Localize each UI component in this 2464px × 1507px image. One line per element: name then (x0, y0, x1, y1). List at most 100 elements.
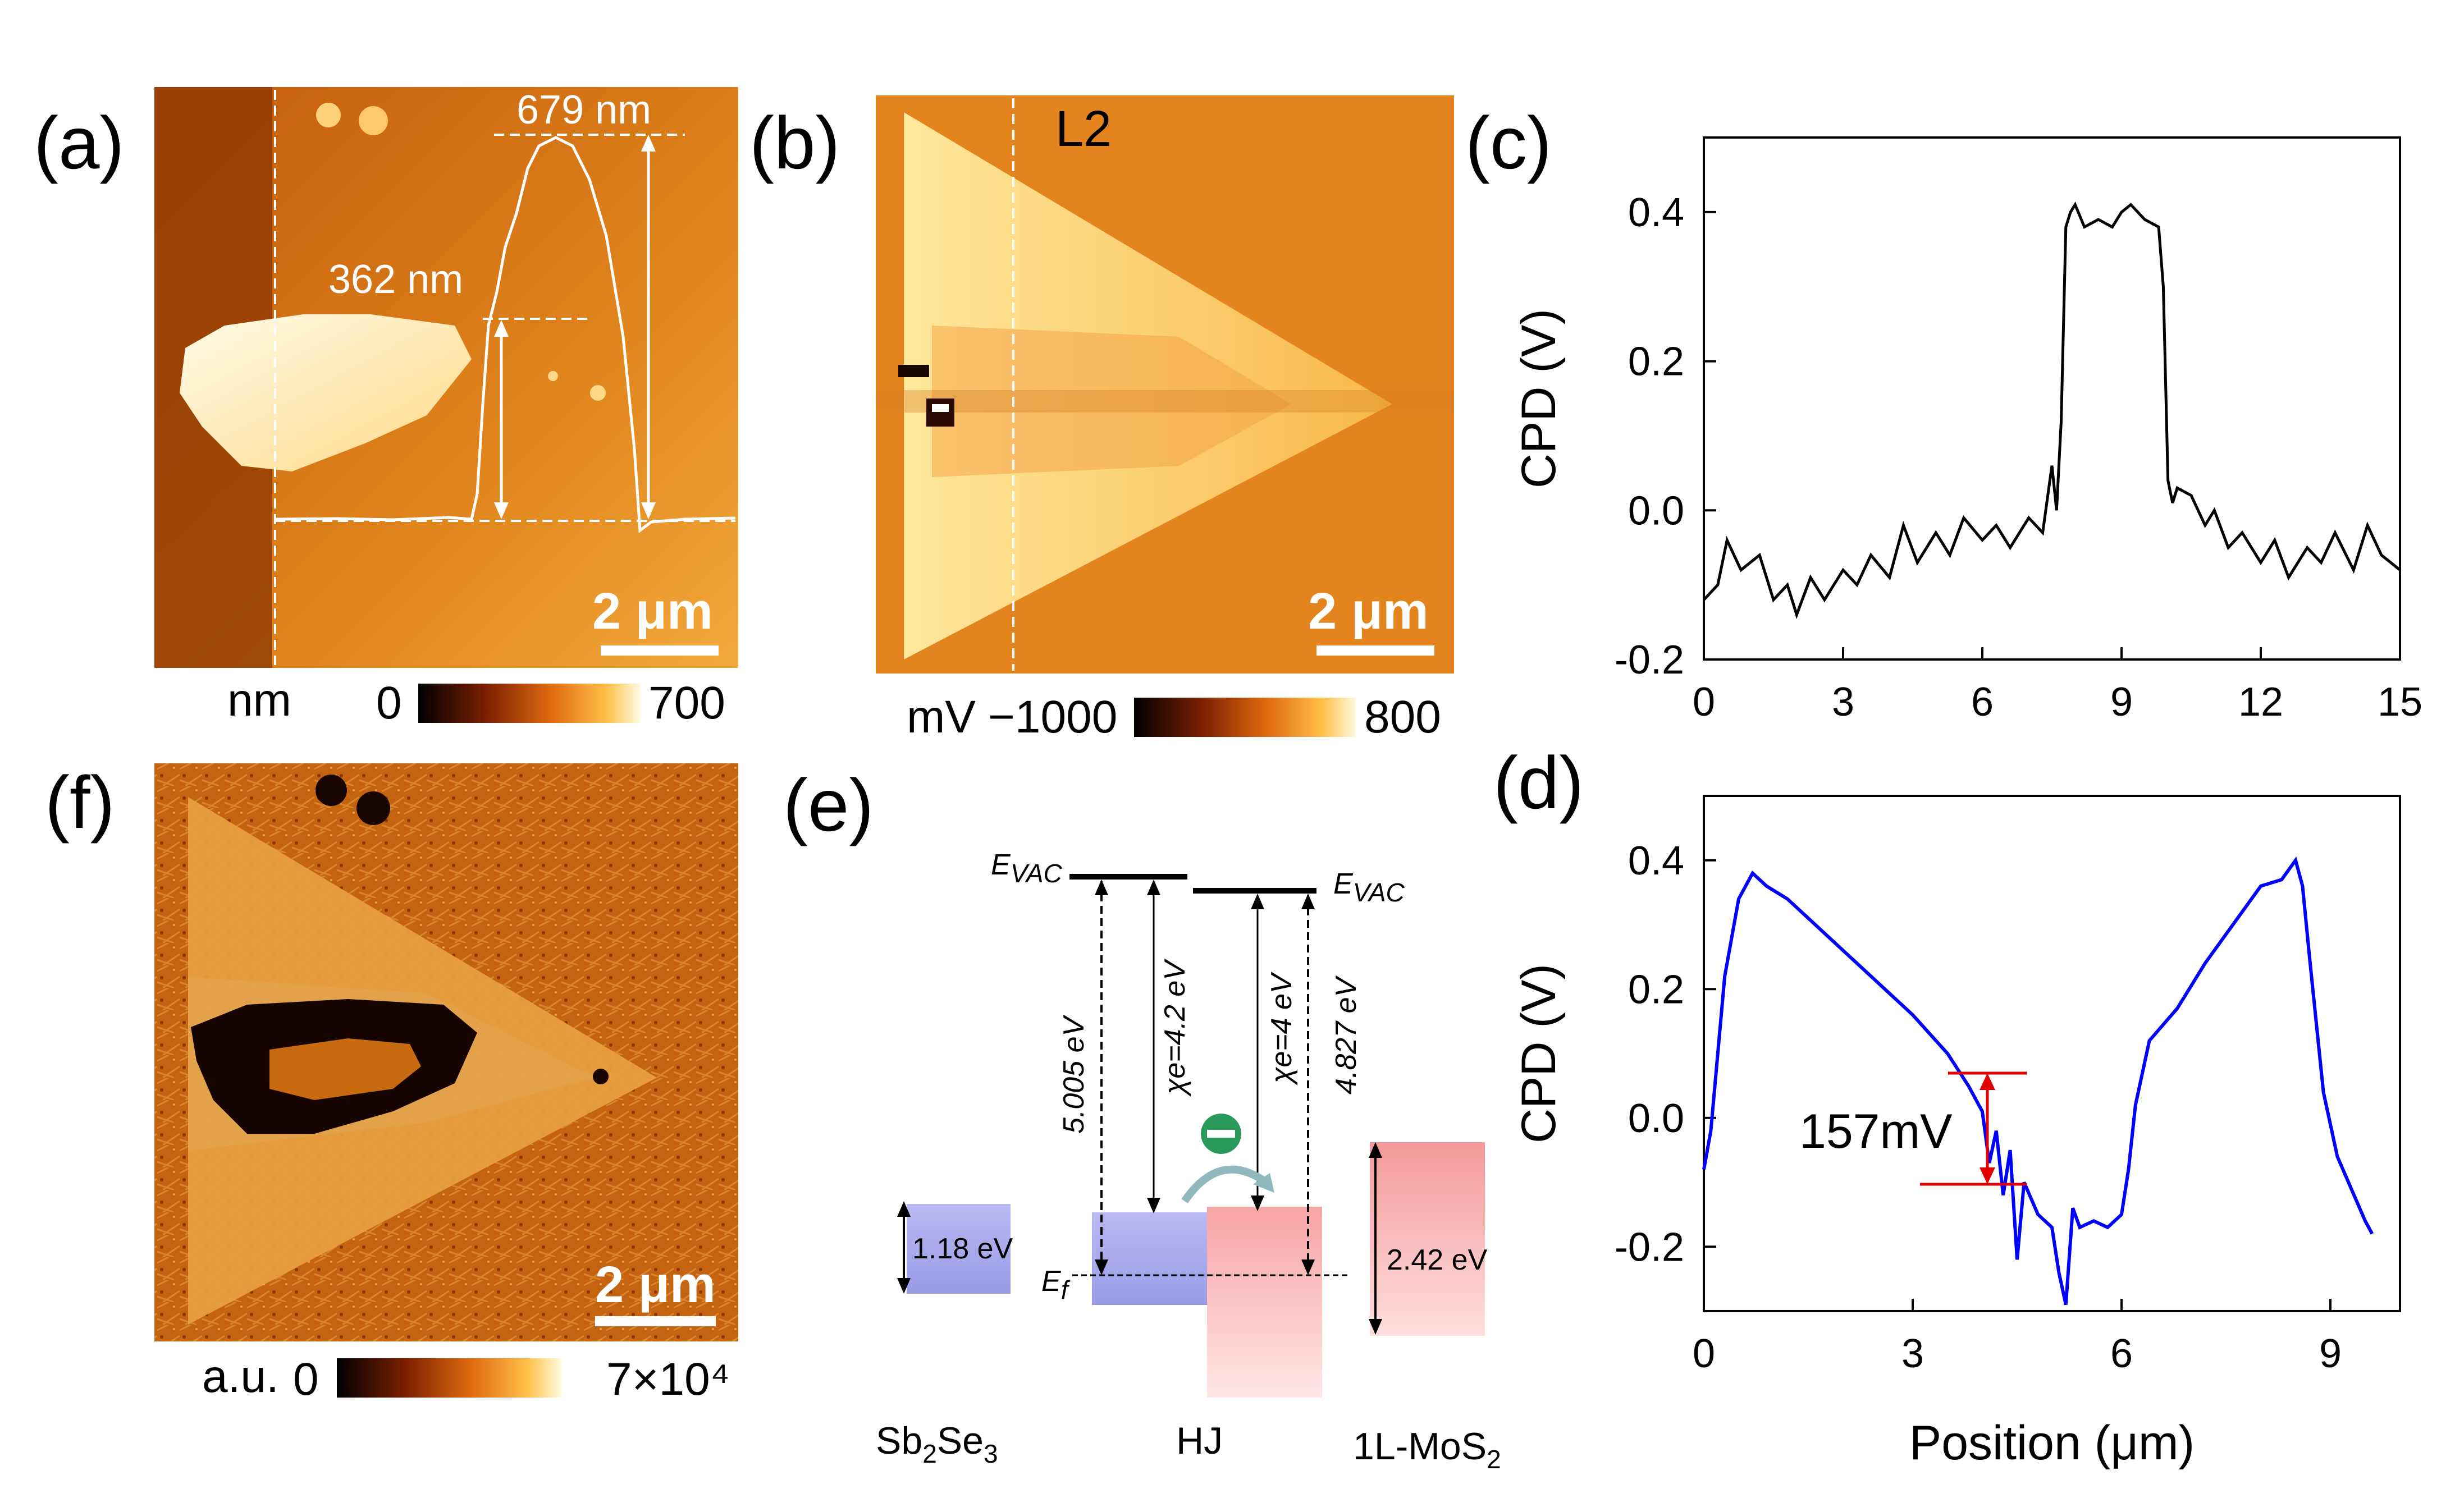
x-axis-title: Position (μm) (1909, 1416, 2195, 1470)
panel-a-label: (a) (34, 102, 124, 184)
colorbar (1134, 698, 1356, 737)
chi-label-right: χe=4 eV (1265, 972, 1298, 1085)
y-tick-label: 0.4 (1628, 839, 1684, 883)
material-label-mid: HJ (1176, 1419, 1223, 1462)
plot-frame (1703, 795, 2401, 1312)
x-ticks: 0 3 6 9 12 15 (1693, 647, 2422, 725)
particle (590, 385, 606, 401)
arrow-head (1095, 1259, 1108, 1275)
arrow-head (1980, 1073, 1995, 1090)
colorbar-max: 800 (1364, 691, 1441, 743)
gap-label-left: 1.18 eV (912, 1233, 1013, 1265)
y-tick-label: 0.2 (1628, 967, 1684, 1012)
particle (316, 103, 341, 127)
fermi-label: Ef (1041, 1265, 1071, 1304)
transfer-arrow (1181, 1165, 1272, 1203)
annotation-157mV: 157mV (1799, 1105, 1953, 1158)
chi-label-left: χe=4.2 eV (1159, 959, 1191, 1097)
scan-artifact (876, 390, 1454, 413)
x-tick-label: 6 (1971, 680, 1994, 725)
plot-frame (1703, 136, 2401, 661)
particle (593, 1069, 609, 1084)
scale-bar-label: 2 μm (595, 1256, 716, 1313)
arrow-head (1095, 880, 1108, 895)
panel-e: (e) EVAC EVAC 1.18 eV 2.42 eV Ef (783, 764, 1501, 1474)
line-label-L2: L2 (1055, 101, 1112, 157)
panel-f-label: (f) (45, 761, 115, 844)
hj-sb2se3-band (1092, 1212, 1207, 1305)
y-tick-label: -0.2 (1615, 1225, 1684, 1270)
height-label-362: 362 nm (328, 257, 463, 302)
particle (356, 791, 390, 825)
minus-sign (1207, 1130, 1235, 1138)
material-label-right: 1L-MoS2 (1353, 1425, 1501, 1474)
artifact-dark (898, 365, 929, 377)
colorbar-unit: mV (907, 691, 976, 743)
particle (359, 106, 388, 135)
panel-c-label: (c) (1465, 102, 1552, 184)
y-tick-label: 0.0 (1628, 1096, 1684, 1141)
cpd-line (1702, 856, 2374, 1306)
panel-f: (f) 2 μm a.u. 0 7×10⁴ (45, 761, 738, 1405)
y-axis-title: CPD (V) (1512, 964, 1566, 1143)
colorbar-unit: nm (227, 675, 291, 726)
panel-d-label: (d) (1493, 741, 1584, 824)
panel-b-label: (b) (749, 102, 840, 184)
arrow-head (897, 1201, 911, 1217)
panel-e-label: (e) (783, 764, 874, 846)
chart-d: (d) CPD (V) Position (μm) -0.20.00.20.4 … (1493, 741, 2401, 1470)
y-tick-label: 0.0 (1628, 488, 1684, 533)
x-tick-label: 3 (1832, 680, 1854, 725)
gap-label-right: 2.42 eV (1387, 1244, 1488, 1276)
x-tick-label: 12 (2238, 680, 2283, 725)
arrow-head (1251, 894, 1264, 909)
arrow-head (1369, 1142, 1382, 1158)
sb2se3-band (907, 1204, 1011, 1294)
arrow-head (494, 320, 509, 337)
arrow-head (1301, 894, 1315, 909)
artifact-dark (926, 398, 954, 427)
arrow-head (1253, 1173, 1274, 1193)
mos2-band (1370, 1142, 1485, 1336)
x-ticks: 0 3 6 9 (1693, 1299, 2342, 1376)
arrow-head (641, 502, 656, 519)
scale-bar-label: 2 μm (592, 583, 713, 640)
arrow-head (1980, 1167, 1995, 1184)
flake-core (269, 1038, 421, 1100)
scale-bar (601, 645, 719, 656)
arrow-head (1369, 1319, 1382, 1335)
colorbar-max: 7×10⁴ (606, 1354, 730, 1405)
overlap-region (932, 326, 1291, 477)
colorbar (337, 1358, 561, 1398)
colorbar-min: −1000 (988, 691, 1117, 743)
hj-mos2-band (1207, 1207, 1322, 1398)
x-tick-label: 3 (1901, 1331, 1924, 1376)
arrow-head (494, 502, 509, 519)
x-tick-label: 0 (1693, 680, 1715, 725)
x-tick-label: 15 (2378, 680, 2422, 725)
x-tick-label: 0 (1693, 1331, 1715, 1376)
panel-b: (b) L2 2 μm mV −1000 800 (749, 95, 1454, 743)
x-tick-label: 6 (2110, 1331, 2133, 1376)
material-label-left: Sb2Se3 (876, 1419, 998, 1468)
artifact-light (932, 404, 949, 412)
panel-a: (a) 362 nm 679 nm 2 μm nm 0 700 (34, 87, 738, 729)
colorbar-min: 0 (293, 1354, 319, 1405)
height-profile-line (275, 136, 736, 533)
colorbar-min: 0 (376, 677, 402, 729)
wf-label-right: 4.827 eV (1330, 975, 1363, 1094)
scale-bar-label: 2 μm (1308, 583, 1429, 640)
evac-label-left: EVAC (991, 849, 1063, 888)
height-label-679: 679 nm (516, 88, 651, 132)
sb2se3-flake (180, 314, 472, 471)
arrow-head (1251, 1195, 1264, 1211)
arrow-head (897, 1278, 911, 1294)
y-ticks: -0.2 0.0 0.2 0.4 (1615, 190, 1716, 682)
scale-bar (1316, 645, 1434, 656)
particle (548, 371, 558, 381)
y-tick-label: 0.4 (1628, 190, 1684, 235)
y-tick-label: -0.2 (1615, 638, 1684, 682)
scale-bar (595, 1316, 716, 1326)
y-axis-title: CPD (V) (1512, 309, 1566, 488)
chart-c: (c) CPD (V) -0.2 0.0 0.2 0.4 0 3 6 9 12 15 (1465, 102, 2422, 725)
